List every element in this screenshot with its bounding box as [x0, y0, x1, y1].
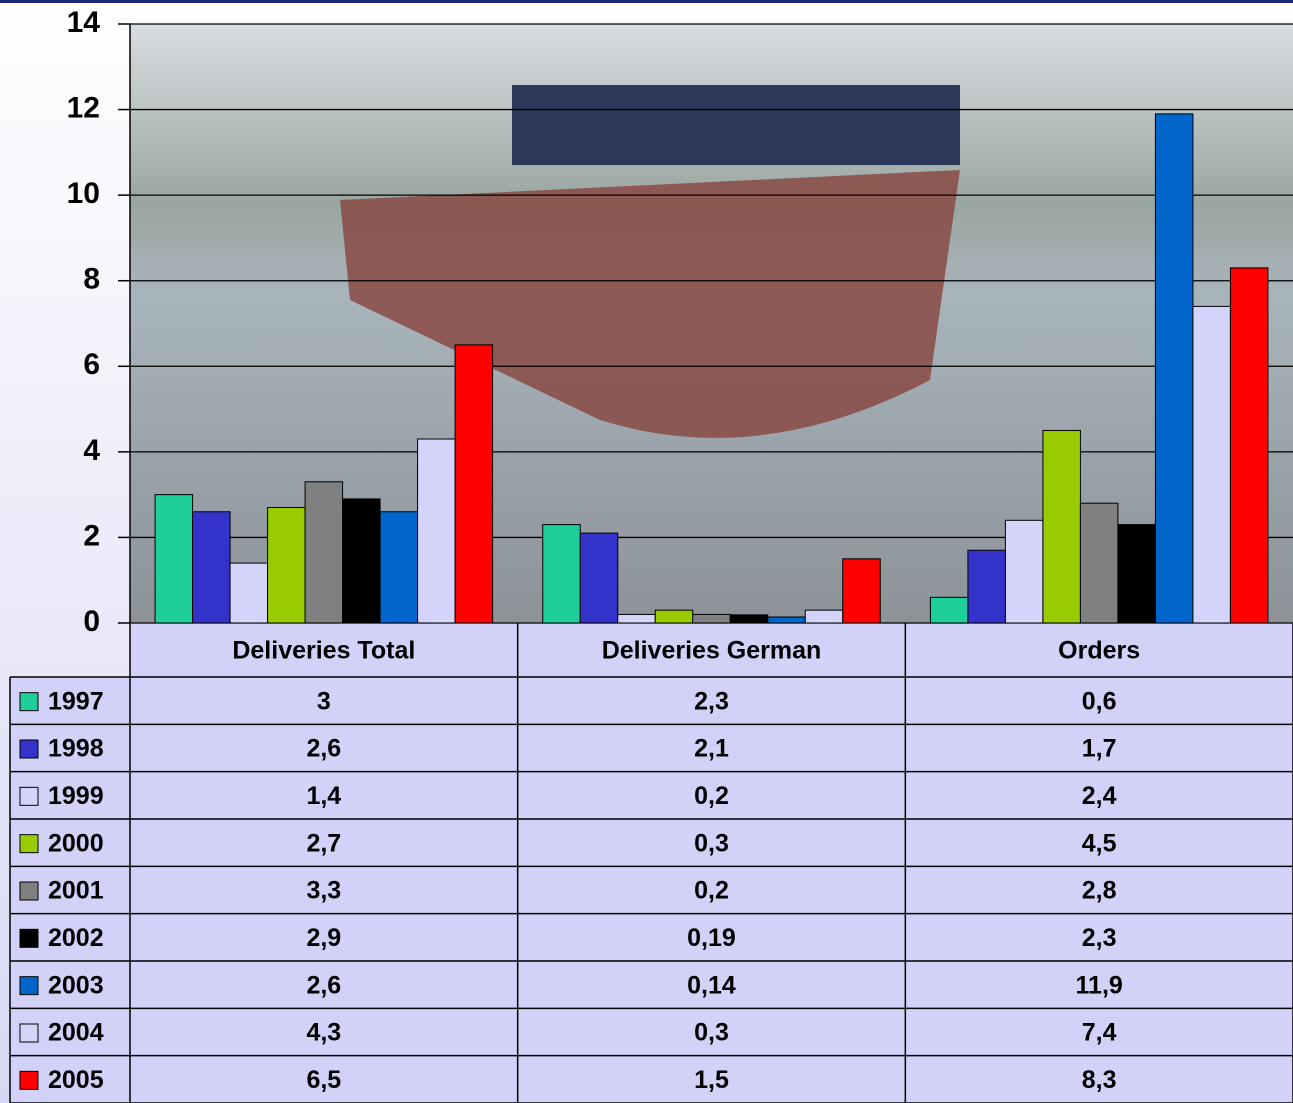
table-value: 2,6 [306, 735, 341, 763]
legend-swatch [19, 692, 39, 712]
y-tick-label: 10 [67, 177, 100, 210]
bar [692, 613, 731, 624]
bar [229, 562, 269, 624]
bar [154, 494, 194, 624]
bar [1229, 267, 1269, 624]
bar [342, 498, 381, 624]
bar [842, 558, 881, 624]
bar [617, 613, 656, 624]
table-value: 2,3 [694, 687, 729, 715]
table-value: 0,19 [687, 924, 736, 952]
y-tick-label: 14 [67, 6, 101, 39]
bar [1117, 524, 1156, 624]
table-value: 11,9 [1076, 971, 1123, 999]
legend-swatch [19, 928, 39, 948]
table-value: 1,4 [306, 782, 341, 810]
legend-label: 1998 [48, 735, 104, 763]
bar [267, 506, 306, 624]
table-value: 2,3 [1082, 924, 1117, 952]
table-value: 0,2 [694, 877, 729, 905]
legend-swatch [19, 1070, 39, 1090]
table-value: 3,3 [306, 877, 341, 905]
legend-swatch [19, 834, 39, 854]
ship-deck [512, 85, 960, 165]
bar [967, 549, 1006, 624]
y-tick-label: 6 [83, 348, 100, 381]
y-tick-label: 2 [83, 519, 100, 552]
legend-swatch [19, 786, 39, 806]
legend-swatch [19, 976, 39, 996]
bar [804, 609, 844, 624]
bar [542, 524, 581, 624]
bar [767, 616, 806, 624]
table-value: 4,5 [1082, 829, 1117, 857]
table-value: 2,1 [694, 735, 729, 763]
legend-swatch [19, 739, 39, 759]
table-value: 1,7 [1082, 735, 1117, 763]
table-value: 0,14 [687, 971, 736, 999]
legend-label: 2001 [48, 877, 104, 905]
table-value: 0,3 [694, 1019, 729, 1047]
bar [1192, 305, 1231, 624]
y-tick-label: 4 [83, 434, 100, 467]
column-header: Deliveries Total [232, 637, 415, 665]
table-value: 0,6 [1082, 687, 1117, 715]
legend-swatch [19, 1023, 39, 1043]
bar [929, 596, 969, 624]
legend-label: 2000 [48, 829, 104, 857]
table-value: 2,9 [306, 924, 341, 952]
table-value: 0,3 [694, 829, 729, 857]
bar [192, 511, 231, 624]
y-tick-label: 0 [83, 605, 100, 638]
bar [1004, 519, 1044, 624]
legend-label: 2003 [48, 971, 104, 999]
bar [579, 532, 619, 624]
table-value: 4,3 [306, 1019, 341, 1047]
bar [1154, 113, 1194, 624]
legend-label: 2004 [48, 1019, 104, 1047]
legend-label: 2002 [48, 924, 104, 952]
table-grid [9, 623, 1293, 1103]
bar [417, 438, 456, 624]
top-rule [0, 0, 1293, 3]
y-tick-label: 12 [67, 91, 100, 124]
bar [304, 481, 344, 624]
legend-label: 1999 [48, 782, 104, 810]
table-value: 2,7 [306, 829, 341, 857]
bar [454, 344, 494, 624]
table-value: 1,5 [694, 1066, 729, 1094]
bar [1079, 502, 1119, 624]
legend-swatch [19, 881, 39, 901]
legend-label: 1997 [48, 687, 104, 715]
column-header: Deliveries German [602, 637, 822, 665]
column-header: Orders [1058, 637, 1140, 665]
table-value: 8,3 [1082, 1066, 1117, 1094]
table-value: 3 [317, 687, 331, 715]
table-value: 2,8 [1082, 877, 1117, 905]
table-value: 2,4 [1082, 782, 1117, 810]
table-value: 7,4 [1082, 1019, 1117, 1047]
table-value: 0,2 [694, 782, 729, 810]
legend-label: 2005 [48, 1066, 104, 1094]
bar [1042, 429, 1081, 624]
y-tick-label: 8 [83, 263, 100, 296]
bar [654, 609, 694, 624]
bar [729, 614, 769, 624]
ship-hull [340, 170, 960, 438]
bar [379, 511, 419, 624]
table-value: 2,6 [306, 971, 341, 999]
table-background [130, 623, 1293, 1103]
table-value: 6,5 [306, 1066, 341, 1094]
